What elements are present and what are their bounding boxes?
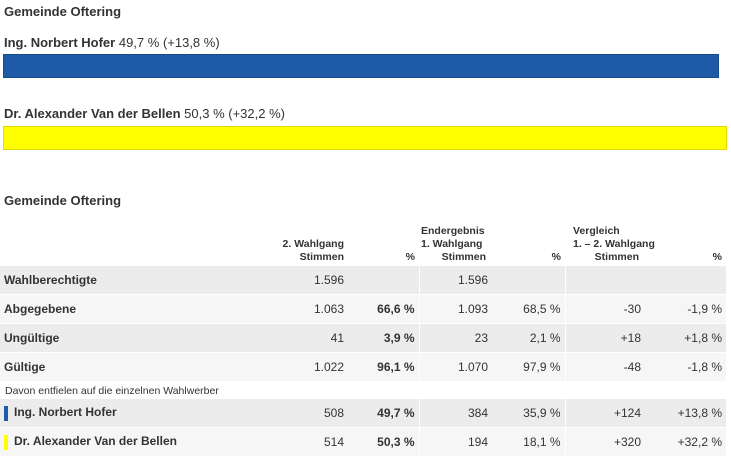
cell-diff-stimmen: +320 xyxy=(565,427,645,457)
candidate-cell: Dr. Alexander Van der Bellen xyxy=(0,427,273,457)
cell-2wg-stimmen: 508 xyxy=(273,399,348,428)
candidate-result-vdb: 50,3 % (+32,2 %) xyxy=(184,106,285,121)
cell-2wg-percent: 66,6 % xyxy=(348,294,420,324)
cell-2wg-percent: 3,9 % xyxy=(348,323,420,353)
cell-2wg-percent xyxy=(348,266,420,295)
table-row: Abgegebene 1.063 66,6 % 1.093 68,5 % -30… xyxy=(0,294,726,324)
cell-diff-stimmen: -48 xyxy=(565,352,645,382)
table-row: Wahlberechtigte 1.596 1.596 xyxy=(0,266,726,295)
row-label: Ungültige xyxy=(0,323,273,353)
row-label: Wahlberechtigte xyxy=(0,266,273,295)
cell-1wg-percent: 35,9 % xyxy=(492,399,566,428)
candidate-label: Dr. Alexander Van der Bellen xyxy=(14,434,177,449)
candidate-line-vdb: Dr. Alexander Van der Bellen 50,3 % (+32… xyxy=(4,106,285,121)
cell-1wg-stimmen: 1.070 xyxy=(419,352,492,382)
cell-diff-percent: +1,8 % xyxy=(645,323,726,353)
cell-1wg-percent: 2,1 % xyxy=(492,323,566,353)
candidate-line-hofer: Ing. Norbert Hofer 49,7 % (+13,8 %) xyxy=(4,35,220,50)
cell-2wg-stimmen: 514 xyxy=(273,427,348,457)
cell-diff-percent: -1,8 % xyxy=(645,352,726,382)
cell-2wg-percent: 96,1 % xyxy=(348,352,420,382)
color-swatch-icon xyxy=(4,434,8,450)
candidate-result-hofer: 49,7 % (+13,8 %) xyxy=(118,35,220,50)
cell-1wg-percent: 18,1 % xyxy=(492,427,566,457)
note-row: Davon entfielen auf die einzelnen Wahlwe… xyxy=(0,381,726,399)
cell-2wg-stimmen: 1.596 xyxy=(273,266,348,295)
note-text: Davon entfielen auf die einzelnen Wahlwe… xyxy=(0,381,726,399)
cell-1wg-percent xyxy=(492,266,566,295)
cell-2wg-stimmen: 1.063 xyxy=(273,294,348,324)
cell-1wg-stimmen: 384 xyxy=(419,399,492,428)
header-1wg-stimmen: Endergebnis 1. Wahlgang Stimmen xyxy=(421,225,486,263)
cell-diff-stimmen: -30 xyxy=(565,294,645,324)
header-2wg-stimmen: 2. Wahlgang Stimmen xyxy=(282,238,344,263)
cell-diff-percent: -1,9 % xyxy=(645,294,726,324)
table-row-candidate: Dr. Alexander Van der Bellen 514 50,3 % … xyxy=(0,427,726,457)
result-bar-vdb xyxy=(3,126,727,150)
header-2wg-percent: % xyxy=(405,251,415,263)
header-empty xyxy=(0,216,273,266)
cell-1wg-stimmen: 23 xyxy=(419,323,492,353)
candidate-name-hofer: Ing. Norbert Hofer xyxy=(4,35,116,50)
cell-diff-stimmen: +18 xyxy=(565,323,645,353)
cell-1wg-percent: 97,9 % xyxy=(492,352,566,382)
row-label: Abgegebene xyxy=(0,294,273,324)
cell-2wg-stimmen: 41 xyxy=(273,323,348,353)
table-header-row: 2. Wahlgang Stimmen % Endergebnis 1. Wahlg… xyxy=(0,216,726,266)
cell-diff-percent xyxy=(645,266,726,295)
candidate-cell: Ing. Norbert Hofer xyxy=(0,399,273,428)
table-row: Ungültige 41 3,9 % 23 2,1 % +18 +1,8 % xyxy=(0,323,726,353)
cell-2wg-stimmen: 1.022 xyxy=(273,352,348,382)
cell-2wg-percent: 49,7 % xyxy=(348,399,420,428)
results-table: 2. Wahlgang Stimmen % Endergebnis 1. Wahlg… xyxy=(0,216,726,457)
row-label: Gültige xyxy=(0,352,273,382)
cell-diff-percent: +13,8 % xyxy=(645,399,726,428)
header-vergleich-stimmen: Vergleich 1. – 2. Wahlgang Stimmen xyxy=(573,225,655,263)
header-vergleich-percent: % xyxy=(712,251,722,263)
header-1wg-percent: % xyxy=(551,251,561,263)
candidate-name-vdb: Dr. Alexander Van der Bellen xyxy=(4,106,181,121)
result-bar-hofer xyxy=(3,54,719,78)
color-swatch-icon xyxy=(4,405,8,421)
top-title: Gemeinde Oftering xyxy=(4,4,122,19)
candidate-label: Ing. Norbert Hofer xyxy=(14,405,117,420)
table-title: Gemeinde Oftering xyxy=(4,193,122,208)
table-row: Gültige 1.022 96,1 % 1.070 97,9 % -48 -1… xyxy=(0,352,726,382)
cell-diff-stimmen: +124 xyxy=(565,399,645,428)
cell-diff-percent: +32,2 % xyxy=(645,427,726,457)
cell-1wg-percent: 68,5 % xyxy=(492,294,566,324)
table-row-candidate: Ing. Norbert Hofer 508 49,7 % 384 35,9 %… xyxy=(0,399,726,428)
cell-1wg-stimmen: 1.093 xyxy=(419,294,492,324)
cell-1wg-stimmen: 194 xyxy=(419,427,492,457)
cell-diff-stimmen xyxy=(565,266,645,295)
cell-2wg-percent: 50,3 % xyxy=(348,427,420,457)
cell-1wg-stimmen: 1.596 xyxy=(419,266,492,295)
